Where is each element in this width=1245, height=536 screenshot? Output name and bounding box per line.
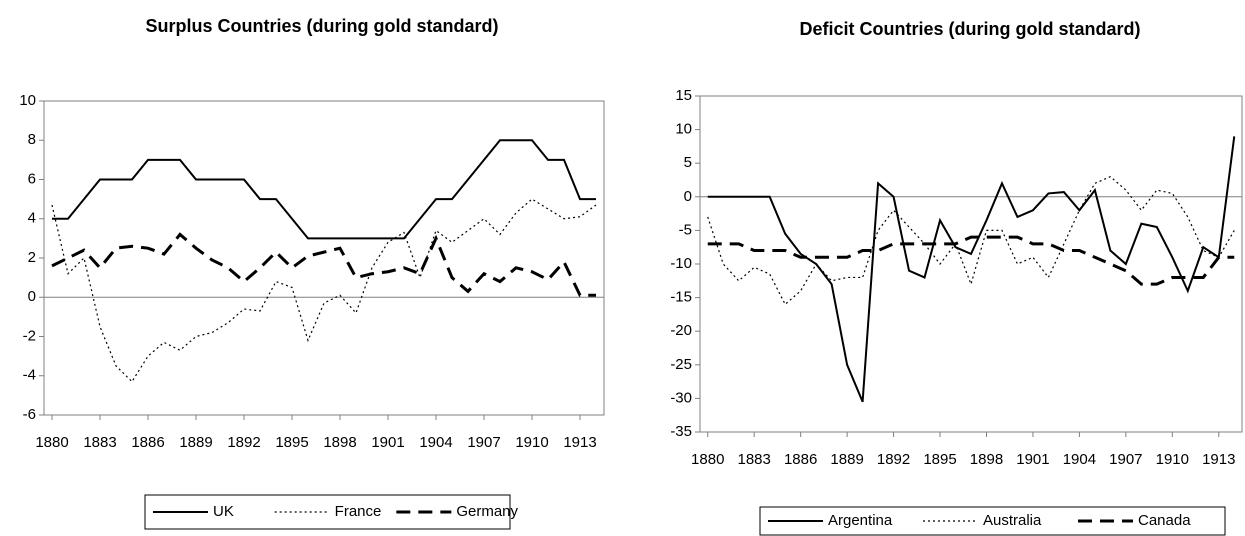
x-tick-label: 1901 [1016,451,1049,468]
series-line [707,136,1236,403]
plot-area [43,100,605,416]
y-tick-label: -15 [670,289,692,306]
x-tick-label: 1895 [923,451,956,468]
y-tick-label: -30 [670,389,692,406]
y-tick-label: 0 [684,188,692,205]
x-tick-label: 1880 [691,451,724,468]
y-tick-label: 10 [675,121,692,138]
legend-label: Argentina [828,512,893,529]
x-tick-label: 1904 [1063,451,1096,468]
x-tick-label: 1901 [371,434,404,451]
y-tick-label: 15 [675,87,692,104]
x-tick-label: 1913 [563,434,596,451]
y-tick-label: 0 [28,288,36,305]
y-tick-label: 4 [28,210,36,227]
series-line [707,175,1235,306]
x-tick-label: 1898 [970,451,1003,468]
x-tick-label: 1886 [784,451,817,468]
legend-label: Germany [456,503,518,520]
y-tick-label: -35 [670,423,692,440]
y-tick-label: -6 [23,406,36,423]
x-tick-label: 1910 [515,434,548,451]
x-tick-label: 1904 [419,434,452,451]
y-tick-label: -10 [670,255,692,272]
x-tick-label: 1898 [323,434,356,451]
y-tick-label: -5 [679,221,692,238]
series-line [52,139,596,240]
x-tick-label: 1895 [275,434,308,451]
plot-area [699,95,1243,433]
x-tick-label: 1889 [179,434,212,451]
legend-label: Canada [1138,512,1191,529]
x-tick-label: 1889 [830,451,863,468]
y-tick-label: -25 [670,356,692,373]
x-tick-label: 1880 [35,434,68,451]
y-tick-label: 8 [28,131,36,148]
y-tick-label: -20 [670,322,692,339]
x-tick-label: 1907 [1109,451,1142,468]
y-tick-label: -2 [23,327,36,344]
chart-title: Deficit Countries (during gold standard) [800,19,1141,39]
x-tick-label: 1910 [1156,451,1189,468]
x-tick-label: 1913 [1202,451,1235,468]
x-tick-label: 1883 [83,434,116,451]
x-tick-label: 1883 [738,451,771,468]
series-line [707,235,1235,286]
chart-title: Surplus Countries (during gold standard) [146,16,499,36]
x-tick-label: 1892 [227,434,260,451]
y-tick-label: -4 [23,367,36,384]
legend-label: Australia [983,512,1042,529]
legend-label: UK [213,503,234,520]
y-tick-label: 10 [19,92,36,109]
series-line [51,232,596,297]
x-tick-label: 1892 [877,451,910,468]
y-tick-label: 6 [28,170,36,187]
y-tick-label: 2 [28,249,36,266]
y-tick-label: 5 [684,154,692,171]
x-tick-label: 1907 [467,434,500,451]
legend-label: France [335,503,382,520]
series-line [51,198,597,383]
x-tick-label: 1886 [131,434,164,451]
legend-box [759,506,1226,536]
